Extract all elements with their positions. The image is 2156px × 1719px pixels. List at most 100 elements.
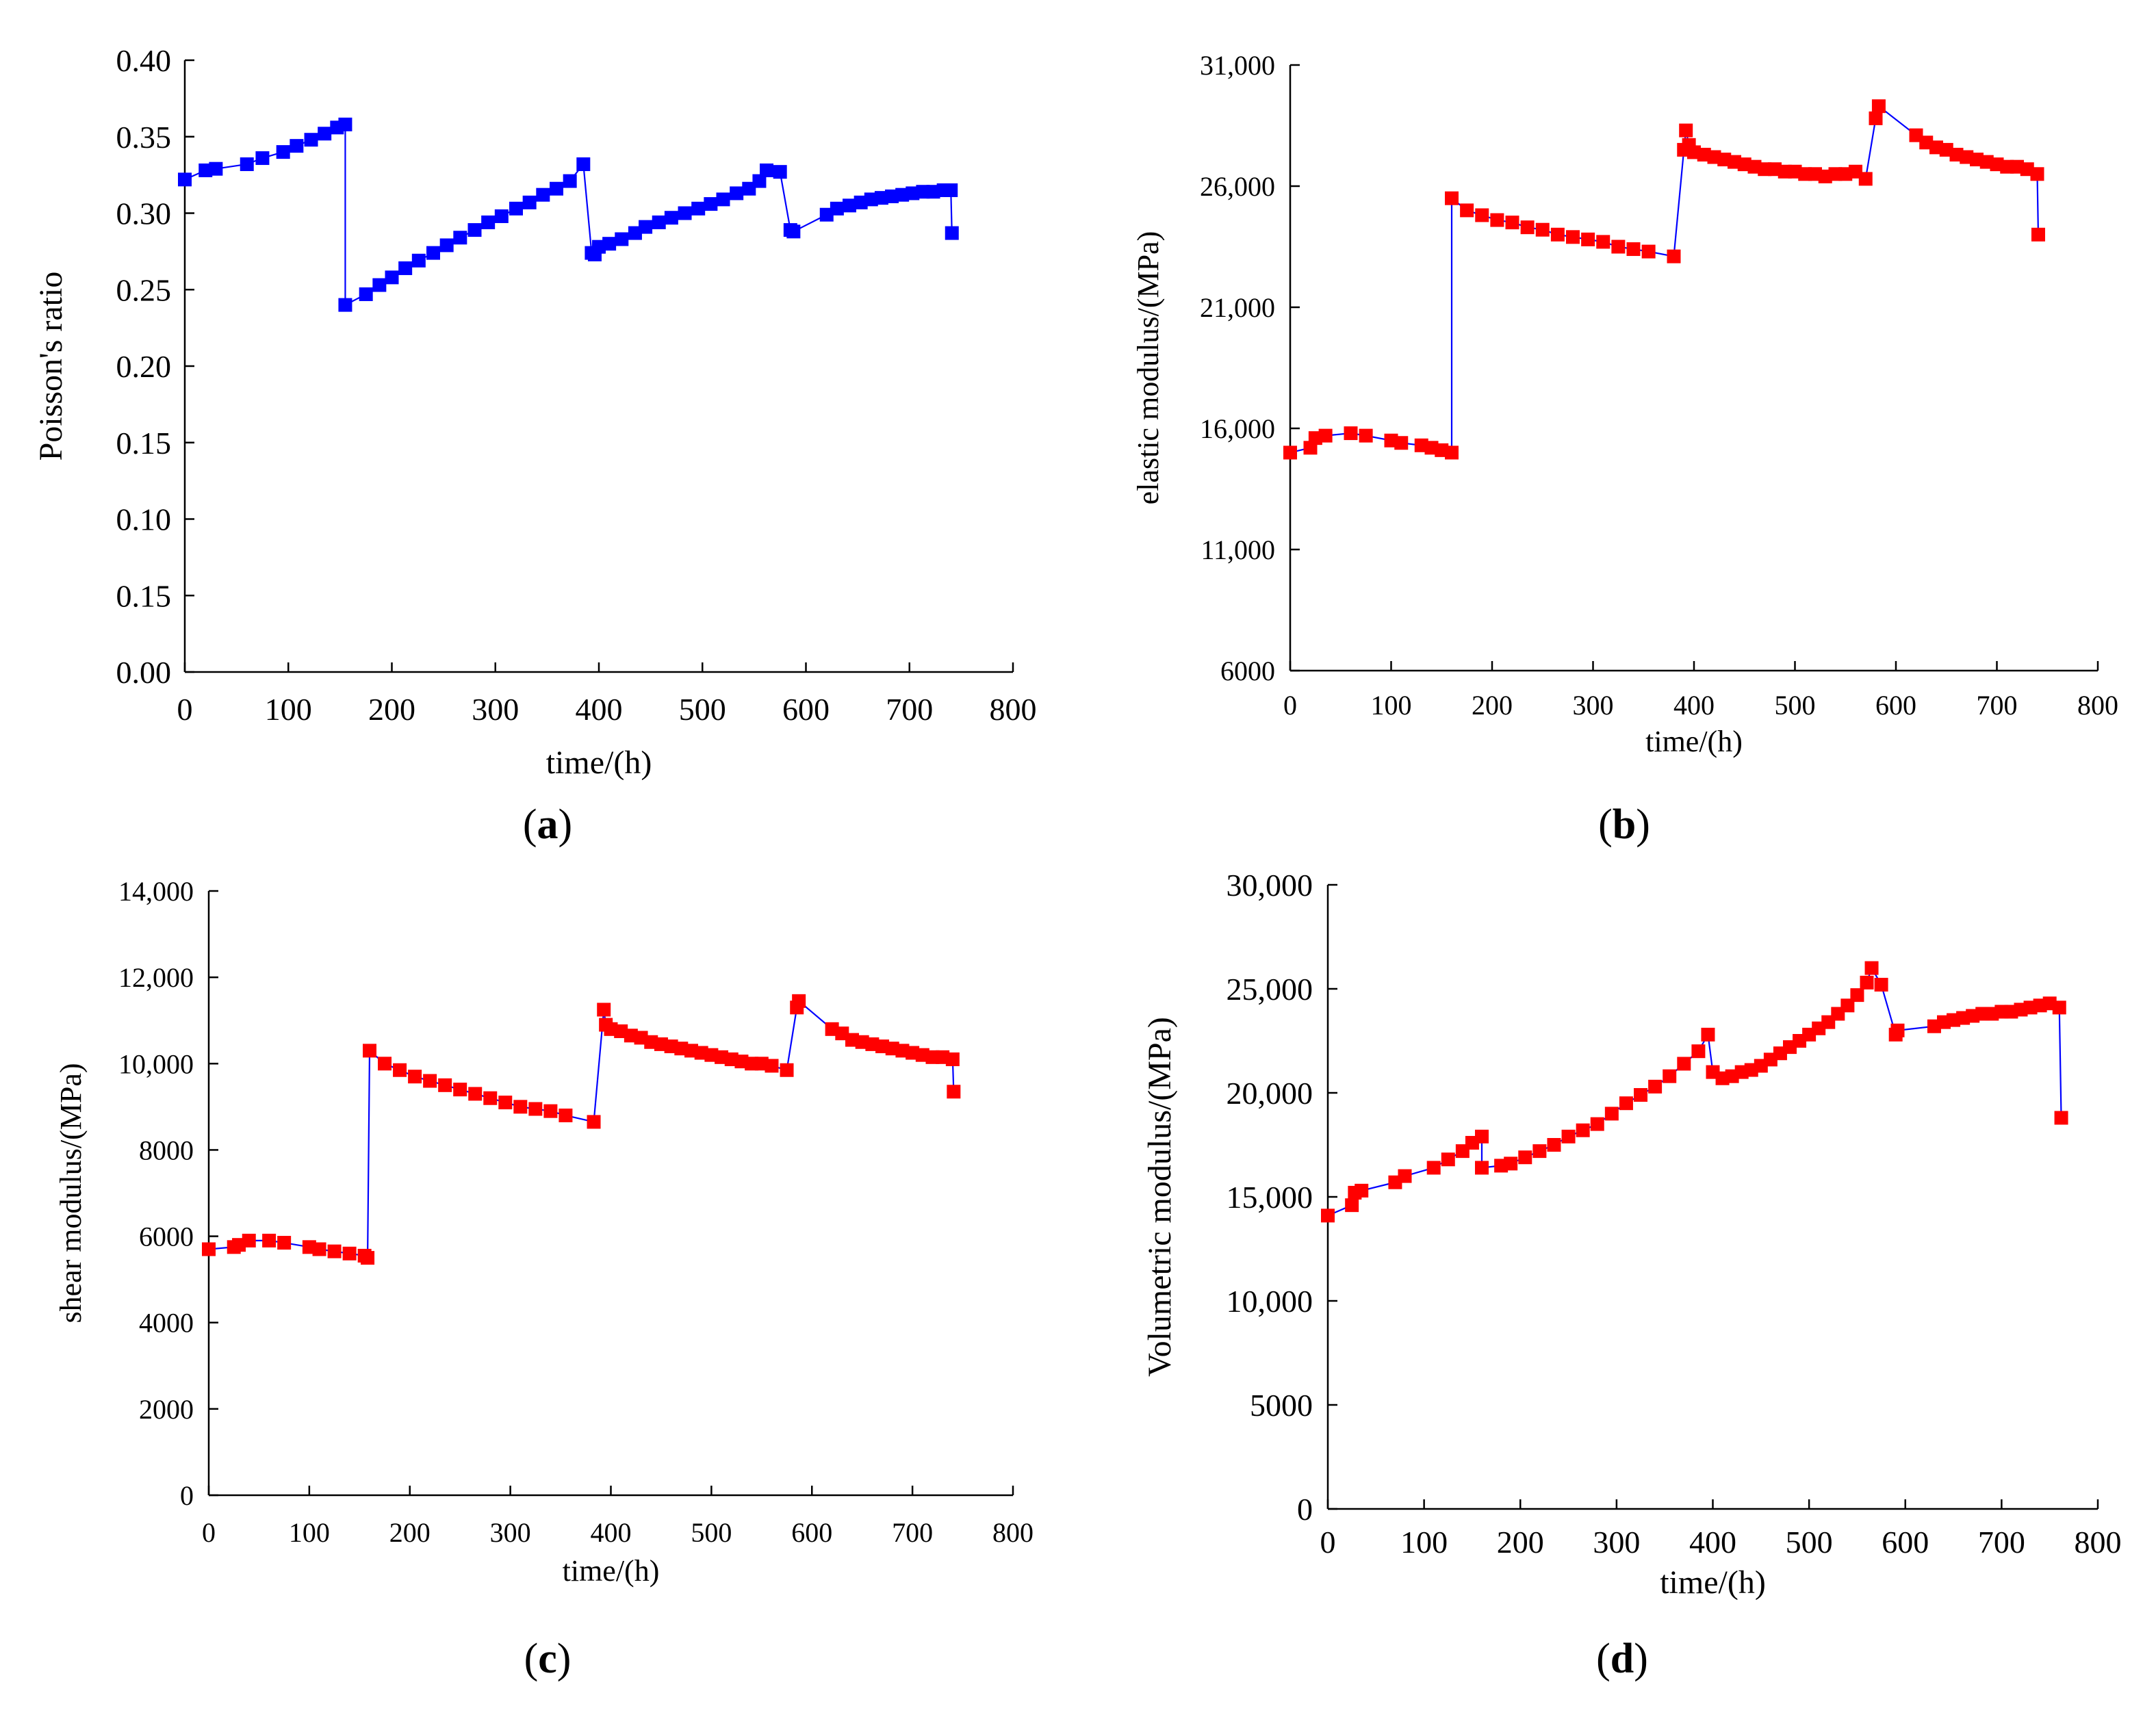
- data-point: [1550, 227, 1565, 242]
- data-point: [947, 1085, 961, 1099]
- x-tick-label: 500: [679, 692, 726, 727]
- data-point: [1576, 1123, 1590, 1137]
- data-point: [691, 201, 706, 216]
- x-tick-label: 400: [1689, 1525, 1736, 1560]
- data-point: [819, 207, 834, 222]
- y-tick-label: 0.30: [116, 196, 172, 231]
- panel-label-open-paren: (: [523, 801, 537, 848]
- data-point: [1874, 977, 1888, 992]
- y-axis-title: Volumetric modulus/(MPa): [1142, 1017, 1178, 1377]
- x-tick-label: 400: [591, 1517, 632, 1548]
- data-point: [628, 226, 642, 240]
- x-tick-label: 700: [886, 692, 933, 727]
- data-point: [1344, 426, 1358, 441]
- data-point: [361, 1251, 375, 1265]
- data-point: [276, 145, 290, 159]
- data-point: [592, 240, 606, 254]
- data-point: [854, 195, 868, 209]
- y-tick-label: 0.35: [116, 120, 172, 155]
- data-point: [773, 165, 787, 179]
- data-point: [559, 1108, 573, 1122]
- data-point: [240, 157, 254, 171]
- y-tick-label: 26,000: [1200, 171, 1275, 202]
- data-point: [1890, 1023, 1905, 1037]
- y-axis-title: shear modulus/(MPa): [54, 1063, 88, 1323]
- panel-label-open-paren: (: [1598, 801, 1613, 848]
- y-tick-label: 15,000: [1227, 1180, 1313, 1215]
- y-tick-label: 0.40: [116, 43, 172, 78]
- data-point: [1321, 1209, 1335, 1223]
- x-axis-title: time/(h): [563, 1554, 660, 1588]
- data-point: [1460, 203, 1474, 218]
- data-point: [1535, 222, 1550, 237]
- y-tick-label: 0: [1297, 1492, 1313, 1527]
- data-point: [830, 201, 844, 216]
- data-point: [716, 192, 730, 207]
- data-point: [536, 188, 550, 202]
- data-point: [1445, 191, 1459, 205]
- data-point: [467, 223, 482, 237]
- data-point: [1475, 208, 1489, 222]
- data-point: [1701, 1027, 1715, 1042]
- data-point: [277, 1236, 292, 1250]
- data-point: [1648, 1079, 1663, 1094]
- y-tick-label: 30,000: [1227, 868, 1313, 903]
- x-tick-label: 0: [1320, 1525, 1336, 1560]
- y-tick-label: 0.25: [116, 272, 172, 307]
- x-axis-title: time/(h): [546, 745, 652, 781]
- y-tick-label: 2000: [139, 1394, 194, 1425]
- x-tick-label: 0: [1283, 690, 1297, 721]
- data-point: [439, 238, 454, 253]
- data-point: [1345, 1198, 1359, 1213]
- panel-label-open-paren: (: [524, 1636, 539, 1682]
- x-tick-label: 800: [990, 692, 1037, 727]
- x-tick-label: 300: [1573, 690, 1614, 721]
- data-point: [255, 151, 270, 166]
- data-point: [1441, 1152, 1455, 1167]
- data-point: [1611, 240, 1626, 254]
- x-tick-label: 700: [1977, 690, 2018, 721]
- y-tick-label: 4000: [139, 1308, 194, 1339]
- y-tick-label: 6000: [1220, 656, 1275, 686]
- x-tick-label: 500: [1775, 690, 1816, 721]
- data-point: [1679, 123, 1693, 138]
- x-tick-label: 500: [691, 1517, 732, 1548]
- data-point: [411, 253, 426, 268]
- y-tick-label: 21,000: [1200, 292, 1275, 323]
- panel-label-open-paren: (: [1596, 1636, 1610, 1682]
- data-point: [1596, 235, 1610, 249]
- data-point: [874, 191, 888, 205]
- data-point: [1504, 1156, 1518, 1171]
- y-tick-label: 16,000: [1200, 413, 1275, 444]
- data-point: [926, 185, 940, 199]
- data-point: [1840, 998, 1855, 1013]
- data-point: [945, 1052, 960, 1066]
- data-point: [262, 1233, 277, 1248]
- x-tick-label: 200: [389, 1517, 431, 1548]
- panel-label-letter: a: [537, 801, 559, 848]
- x-tick-label: 800: [2077, 690, 2118, 721]
- data-point: [393, 1063, 407, 1077]
- data-point: [363, 1044, 376, 1058]
- x-tick-label: 500: [1786, 1525, 1833, 1560]
- data-point: [438, 1078, 452, 1092]
- y-tick-label: 8000: [139, 1135, 194, 1165]
- x-tick-label: 200: [1497, 1525, 1544, 1560]
- data-point: [587, 1115, 601, 1129]
- data-point: [760, 163, 774, 177]
- data-point: [494, 209, 509, 223]
- data-point: [202, 1242, 216, 1256]
- data-point: [378, 1057, 392, 1071]
- data-point: [1677, 1057, 1691, 1071]
- y-tick-label: 5000: [1250, 1388, 1313, 1423]
- y-tick-label: 20,000: [1227, 1076, 1313, 1111]
- data-point: [652, 215, 666, 229]
- chart-b: 0 100 200 300 400 500 600 700 800 6000 11,000 16,00…: [1131, 50, 2118, 848]
- y-tick-label: 0.10: [116, 502, 172, 537]
- data-point: [730, 186, 744, 201]
- data-point: [453, 1083, 467, 1097]
- data-point: [602, 237, 617, 251]
- y-tick-label: 0: [180, 1480, 194, 1511]
- data-point: [944, 183, 958, 197]
- x-axis-title: time/(h): [1660, 1564, 1766, 1601]
